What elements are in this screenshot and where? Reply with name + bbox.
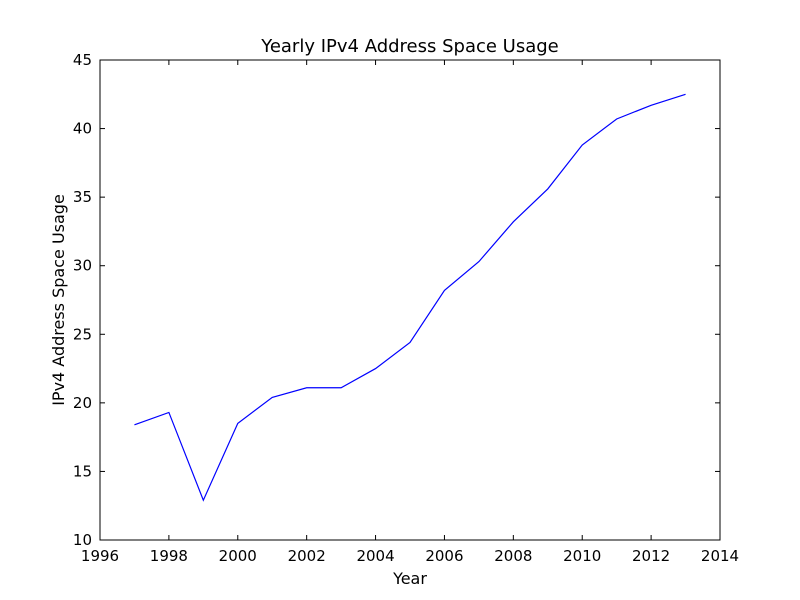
y-tick-label: 40 (73, 120, 92, 138)
y-axis-label: IPv4 Address Space Usage (49, 194, 68, 406)
plot-area (100, 60, 720, 540)
y-tick-label: 15 (73, 462, 92, 480)
y-tick-label: 10 (73, 531, 92, 549)
x-tick-label: 1996 (81, 547, 119, 565)
x-tick-label: 1998 (150, 547, 188, 565)
chart-title: Yearly IPv4 Address Space Usage (260, 36, 559, 57)
series-line (134, 93, 686, 502)
x-tick-label: 2012 (632, 547, 670, 565)
y-tick-label: 30 (73, 257, 92, 275)
x-axis-label: Year (392, 569, 427, 588)
x-tick-label: 2008 (494, 547, 532, 565)
x-tick-label: 2002 (288, 547, 326, 565)
y-tick-label: 35 (73, 188, 92, 206)
x-tick-label: 2000 (219, 547, 257, 565)
x-tick-label: 2010 (563, 547, 601, 565)
x-axis-ticks: 1996 1998 2000 2002 2004 2006 2008 2010 2012 2014 (81, 60, 739, 565)
y-tick-label: 20 (73, 394, 92, 412)
x-tick-label: 2004 (356, 547, 394, 565)
y-axis-ticks: 10 15 20 25 30 35 40 45 (73, 51, 720, 549)
y-tick-label: 45 (73, 51, 92, 69)
plot-frame (99, 59, 721, 541)
x-tick-label: 2006 (425, 547, 463, 565)
y-tick-label: 25 (73, 325, 92, 343)
x-tick-label: 2014 (701, 547, 739, 565)
